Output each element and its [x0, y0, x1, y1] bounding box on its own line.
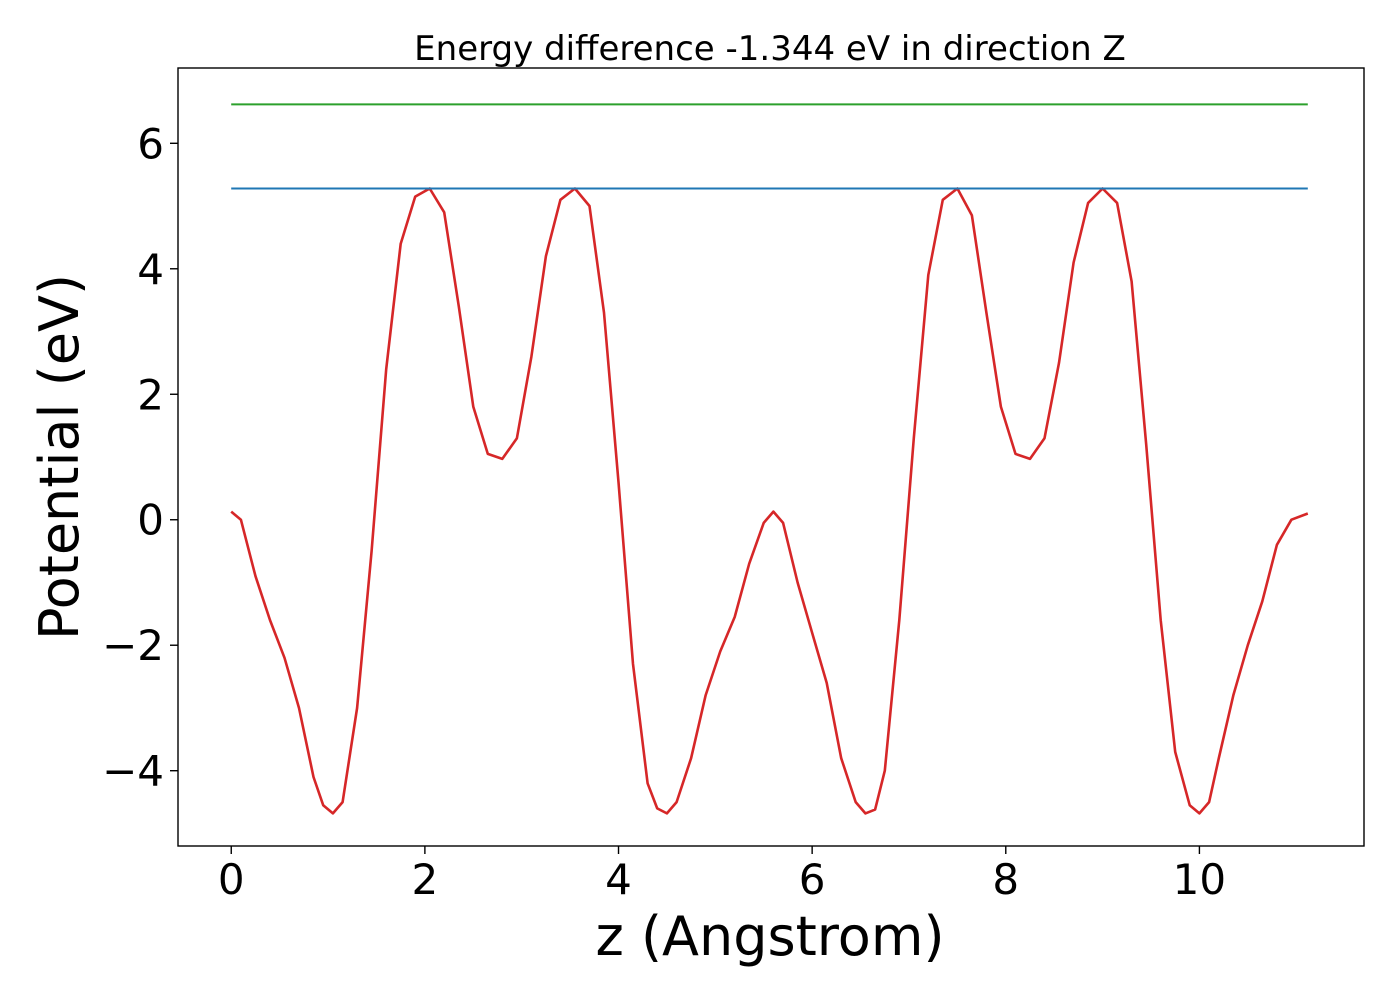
series-line-0	[230, 187, 1309, 815]
x-tick-label: 8	[992, 855, 1019, 904]
x-tick-label: 6	[799, 855, 826, 904]
chart-title: Energy difference -1.344 eV in direction…	[414, 29, 1126, 69]
tick-layer: 0 2 4 6 8 10 −4 −2 0 2 4 6	[102, 119, 1226, 904]
x-axis-label: z (Angstrom)	[595, 905, 944, 968]
y-tick-label: 6	[137, 119, 164, 168]
y-tick-label: 0	[137, 496, 164, 545]
y-tick-label: −4	[102, 747, 164, 796]
x-tick-label: 10	[1173, 855, 1226, 904]
x-tick-label: 0	[218, 855, 245, 904]
y-tick-label: 4	[137, 245, 164, 294]
x-tick-label: 4	[605, 855, 632, 904]
plot-frame	[177, 67, 1365, 847]
y-tick-label: 2	[137, 370, 164, 419]
x-tick-label: 2	[412, 855, 439, 904]
series-layer	[230, 103, 1309, 815]
y-axis-label: Potential (eV)	[28, 274, 91, 640]
y-tick-label: −2	[102, 621, 164, 670]
